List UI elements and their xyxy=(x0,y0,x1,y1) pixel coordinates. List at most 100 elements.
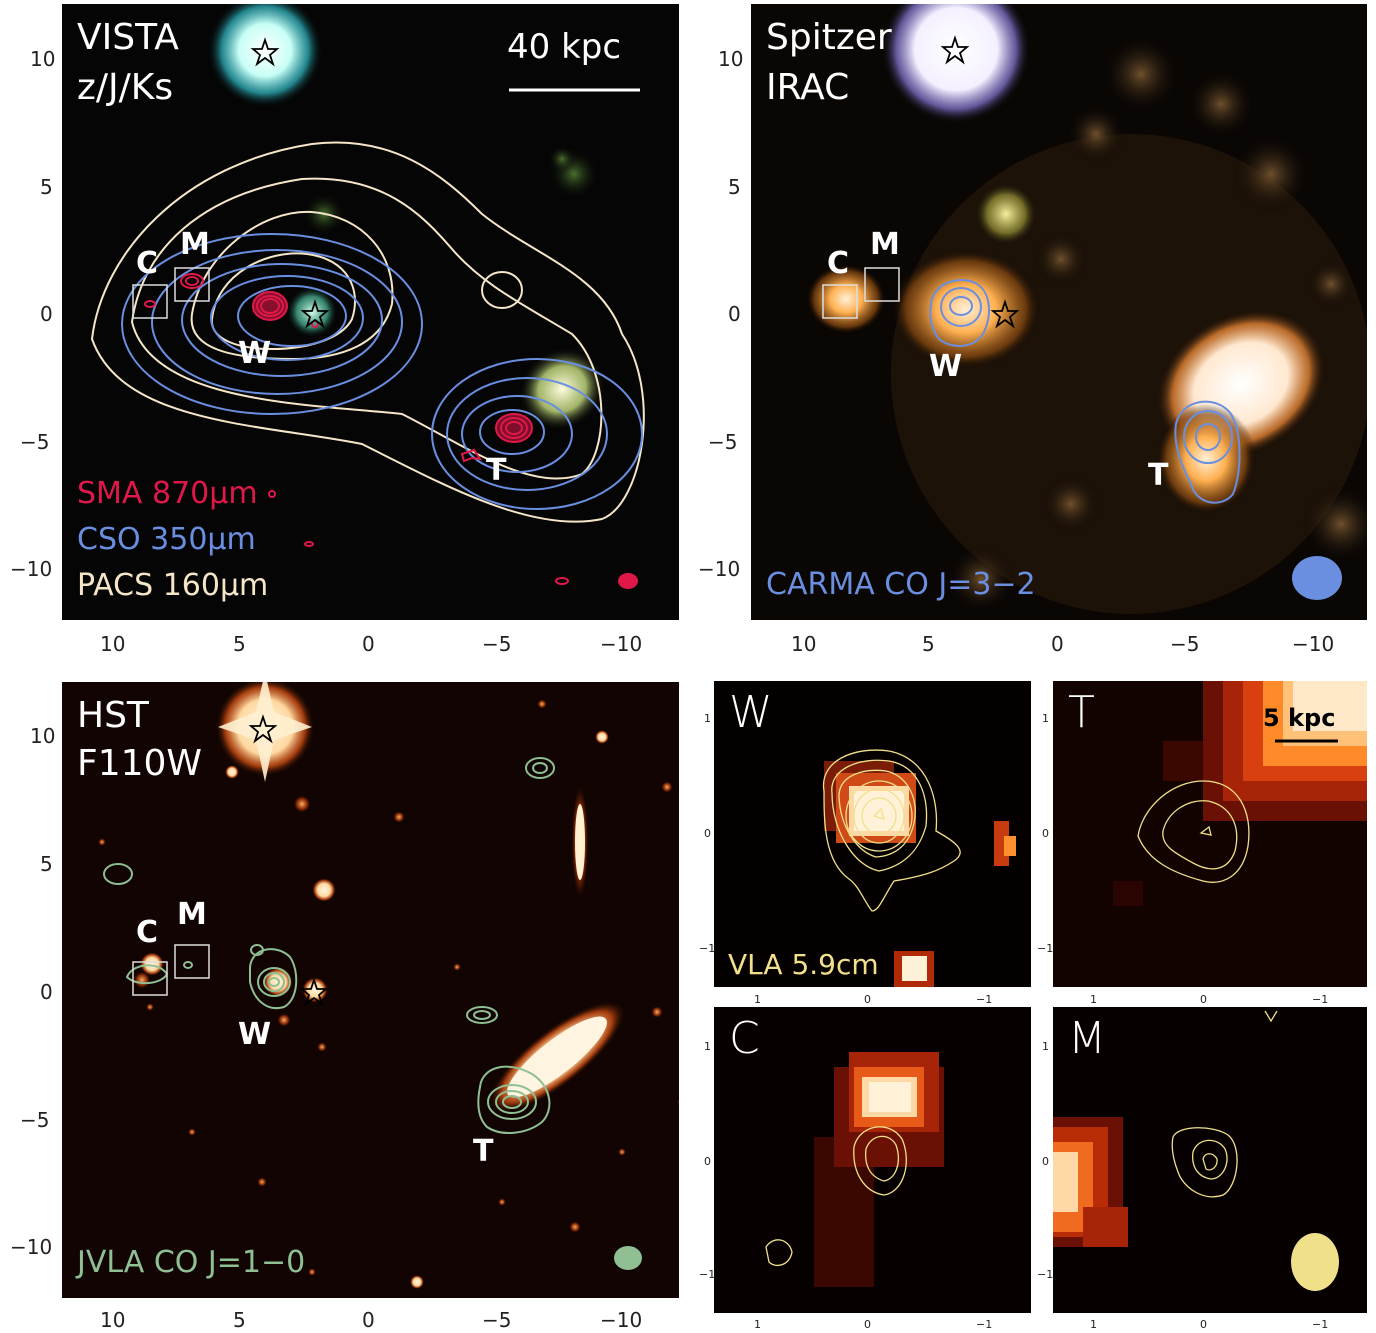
x-tick: 0 xyxy=(1200,993,1207,1006)
carma-contours xyxy=(929,279,1241,504)
cso-contours xyxy=(121,233,643,510)
zoom-c-panel: C xyxy=(714,1007,1031,1313)
x-tick: 5 xyxy=(233,1308,246,1332)
pacs-contours xyxy=(90,141,645,523)
y-tick: 1 xyxy=(1042,1040,1049,1053)
bright-star xyxy=(881,4,1031,124)
sma-contours xyxy=(144,273,569,585)
box-c xyxy=(132,284,168,319)
legend-jvla: JVLA CO J=1−0 xyxy=(77,1245,306,1280)
y-tick: 10 xyxy=(718,47,744,71)
vista-title: VISTA xyxy=(77,17,179,58)
box-m xyxy=(174,267,210,302)
y-tick: −5 xyxy=(708,430,738,454)
jvla-contours xyxy=(103,757,555,1134)
y-tick: 10 xyxy=(30,724,56,748)
legend-sma: SMA 870μm xyxy=(77,476,258,511)
vla-contours xyxy=(1171,1010,1278,1198)
y-tick: 1 xyxy=(704,1040,711,1053)
y-tick: 0 xyxy=(728,302,741,326)
galaxy-w-blob xyxy=(891,249,1041,369)
y-tick: −1 xyxy=(699,1268,716,1281)
x-tick: 0 xyxy=(1051,632,1064,656)
y-tick: 0 xyxy=(704,1155,711,1168)
x-tick: −1 xyxy=(976,1318,993,1331)
x-tick: 1 xyxy=(1090,1318,1097,1331)
sma-beam xyxy=(618,573,638,589)
vla-beam xyxy=(1291,1233,1339,1291)
label-t: T xyxy=(473,1134,494,1169)
y-tick: 5 xyxy=(40,852,53,876)
vista-panel: VISTA z/J/Ks 40 kpc C M W T SMA 870μm CS… xyxy=(62,4,679,620)
x-tick: −5 xyxy=(1170,632,1200,656)
x-tick: 1 xyxy=(754,993,761,1006)
legend-pacs: PACS 160μm xyxy=(77,568,269,603)
bright-star xyxy=(207,4,323,108)
x-tick: 0 xyxy=(362,1308,375,1332)
label-c: C xyxy=(136,246,159,281)
zoom-c-image xyxy=(765,1052,944,1287)
jvla-beam xyxy=(614,1246,642,1270)
spitzer-image xyxy=(806,4,1367,614)
y-tick: −1 xyxy=(1037,942,1054,955)
hst-subtitle: F110W xyxy=(77,743,203,784)
y-tick: 5 xyxy=(728,175,741,199)
y-tick: −10 xyxy=(10,557,53,581)
label-t: T xyxy=(486,453,507,488)
galaxy-w-blob xyxy=(286,286,338,338)
spitzer-subtitle: IRAC xyxy=(766,67,850,108)
vista-scale-label: 40 kpc xyxy=(507,27,622,67)
y-tick: −5 xyxy=(20,1108,50,1132)
y-tick: −1 xyxy=(1037,1268,1054,1281)
x-tick: 10 xyxy=(100,632,126,656)
star-marker-icon xyxy=(248,714,278,744)
vla-contours xyxy=(822,749,961,912)
zoom-w-title: W xyxy=(729,687,773,738)
box-c xyxy=(132,961,168,996)
y-tick: 0 xyxy=(40,980,53,1004)
zoom-t-title: T xyxy=(1068,687,1095,738)
zoom-c-title: C xyxy=(729,1013,760,1064)
x-tick: −5 xyxy=(482,1308,512,1332)
star-marker-icon xyxy=(299,977,329,1007)
hst-image xyxy=(98,682,679,1289)
legend-vla: VLA 5.9cm xyxy=(728,948,879,981)
y-tick: −5 xyxy=(20,430,50,454)
label-c: C xyxy=(136,915,159,950)
x-tick: 10 xyxy=(100,1308,126,1332)
y-tick: 0 xyxy=(40,302,53,326)
star-marker-icon xyxy=(940,35,970,65)
y-tick: −10 xyxy=(698,557,741,581)
x-tick: −10 xyxy=(1292,632,1335,656)
star-marker-icon xyxy=(300,299,330,329)
x-tick: 5 xyxy=(233,632,246,656)
star-marker-icon xyxy=(250,37,280,67)
y-tick: 0 xyxy=(704,827,711,840)
box-m xyxy=(864,267,900,302)
x-tick: −10 xyxy=(600,1308,643,1332)
x-tick: −1 xyxy=(1312,993,1329,1006)
box-m xyxy=(174,944,210,979)
hst-panel: HST F110W C M W T JVLA CO J=1−0 xyxy=(62,682,679,1298)
vista-subtitle: z/J/Ks xyxy=(77,67,174,108)
x-tick: 10 xyxy=(791,632,817,656)
vista-image xyxy=(90,4,645,589)
x-tick: 0 xyxy=(864,993,871,1006)
y-tick: 1 xyxy=(1042,712,1049,725)
x-tick: 1 xyxy=(1090,993,1097,1006)
y-tick: 0 xyxy=(1042,827,1049,840)
zoom-w-image xyxy=(822,749,1016,987)
label-m: M xyxy=(870,227,900,262)
x-tick: −1 xyxy=(976,993,993,1006)
zoom-m-image xyxy=(1053,1010,1339,1291)
zoom-w-panel: W VLA 5.9cm xyxy=(714,681,1031,987)
zoom-m-title: M xyxy=(1068,1013,1106,1064)
x-tick: 0 xyxy=(1200,1318,1207,1331)
zoom-t-image xyxy=(1113,681,1367,906)
spitzer-title: Spitzer xyxy=(766,17,892,58)
label-t: T xyxy=(1148,458,1169,493)
zoom-m-panel: M xyxy=(1053,1007,1367,1313)
x-tick: −10 xyxy=(600,632,643,656)
label-w: W xyxy=(929,349,963,384)
zoom-t-scale-label: 5 kpc xyxy=(1263,704,1336,732)
